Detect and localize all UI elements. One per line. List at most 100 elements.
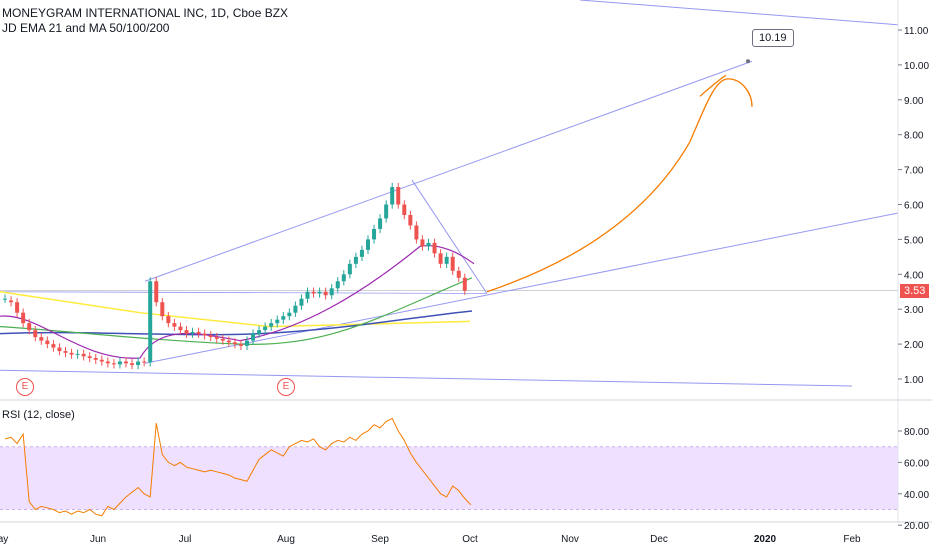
candle-body[interactable] [184, 330, 189, 334]
candle-body[interactable] [160, 302, 165, 317]
rsi-line[interactable] [4, 417, 472, 517]
price-tick-label: 2.00 [904, 340, 924, 351]
candle-body[interactable] [323, 291, 328, 296]
candle-body[interactable] [27, 323, 32, 331]
candle-body[interactable] [81, 353, 86, 357]
candle-body[interactable] [329, 288, 334, 296]
candle-body[interactable] [281, 316, 286, 320]
candle-body[interactable] [305, 291, 310, 299]
candle-body[interactable] [75, 353, 80, 355]
candle-body[interactable] [15, 302, 20, 313]
candle-body[interactable] [99, 359, 104, 362]
candle-body[interactable] [335, 281, 340, 289]
candle-body[interactable] [130, 363, 135, 366]
price-tick-label: 6.00 [904, 201, 924, 212]
candle-body[interactable] [136, 361, 141, 366]
candle-body[interactable] [420, 239, 425, 247]
candle-body[interactable] [372, 228, 377, 240]
time-tick-label: ay [0, 534, 8, 545]
chart-title: MONEYGRAM INTERNATIONAL INC, 1D, Cboe BZ… [2, 6, 289, 20]
support-trendline[interactable] [0, 369, 853, 387]
candle-body[interactable] [226, 340, 231, 343]
candle-body[interactable] [317, 291, 322, 294]
candle-body[interactable] [462, 277, 467, 291]
candle-body[interactable] [117, 361, 122, 365]
candle-body[interactable] [196, 331, 201, 334]
candle-body[interactable] [166, 316, 171, 324]
price-tick-label: 9.00 [904, 96, 924, 107]
candle-body[interactable] [408, 214, 413, 226]
candle-body[interactable] [63, 351, 68, 353]
candle-body[interactable] [275, 319, 280, 324]
falling-trendline[interactable] [411, 179, 488, 294]
candle-body[interactable] [456, 270, 461, 278]
candle-body[interactable] [311, 291, 316, 294]
candle-body[interactable] [148, 281, 153, 363]
candle-body[interactable] [3, 298, 7, 300]
candle-body[interactable] [414, 225, 419, 240]
candle-body[interactable] [57, 347, 62, 352]
horizontal-resistance-line[interactable] [0, 291, 488, 294]
candle-body[interactable] [208, 335, 213, 338]
lower-channel-trendline[interactable] [144, 205, 932, 364]
candle-body[interactable] [87, 356, 92, 359]
candle-body[interactable] [9, 300, 14, 303]
candle-body[interactable] [51, 344, 56, 348]
top-trendline[interactable] [579, 0, 899, 26]
earnings-marker-1[interactable]: E [16, 378, 34, 396]
candle-body[interactable] [245, 340, 249, 346]
candle-body[interactable] [402, 204, 407, 215]
candle-body[interactable] [154, 281, 159, 303]
upper-channel-trendline[interactable] [144, 60, 753, 282]
candle-body[interactable] [232, 342, 237, 345]
candle-body[interactable] [269, 323, 274, 327]
candle-body[interactable] [390, 187, 395, 205]
candle-body[interactable] [178, 326, 183, 331]
target-price-callout[interactable]: 10.19 [752, 29, 794, 47]
candle-body[interactable] [202, 333, 207, 336]
candle-body[interactable] [251, 333, 256, 341]
candle-body[interactable] [384, 204, 389, 219]
rsi-tick-label: 60.00 [904, 458, 929, 469]
candle-body[interactable] [105, 361, 110, 364]
candle-body[interactable] [214, 337, 219, 339]
last-price-badge: 3.53 [900, 284, 930, 298]
candle-body[interactable] [33, 330, 38, 338]
candle-body[interactable] [263, 326, 268, 331]
candle-body[interactable] [39, 337, 44, 341]
price-projection-curve[interactable] [486, 78, 753, 293]
time-tick-label: Jul [179, 534, 192, 545]
candle-body[interactable] [124, 361, 128, 364]
candle-body[interactable] [172, 323, 177, 327]
candle-body[interactable] [426, 242, 431, 247]
candle-body[interactable] [450, 256, 455, 271]
candle-body[interactable] [111, 363, 116, 365]
candle-body[interactable] [220, 338, 225, 341]
candle-body[interactable] [190, 331, 195, 334]
candle-body[interactable] [353, 256, 358, 264]
candle-body[interactable] [45, 340, 50, 345]
candle-body[interactable] [238, 344, 243, 346]
candle-body[interactable] [396, 187, 401, 205]
candle-body[interactable] [93, 358, 98, 360]
candle-body[interactable] [341, 274, 346, 282]
candle-body[interactable] [142, 361, 147, 363]
candle-body[interactable] [69, 352, 74, 355]
candle-body[interactable] [293, 305, 298, 313]
candle-body[interactable] [21, 312, 26, 324]
candle-body[interactable] [444, 256, 449, 264]
candle-body[interactable] [359, 249, 364, 257]
candle-body[interactable] [438, 253, 443, 264]
candle-body[interactable] [287, 312, 292, 317]
rsi-pane[interactable] [0, 417, 898, 517]
price-pane[interactable] [0, 0, 932, 387]
candle-body[interactable] [347, 263, 352, 275]
time-tick-label: Sep [371, 534, 389, 545]
earnings-marker-2[interactable]: E [277, 378, 295, 396]
candle-body[interactable] [299, 298, 304, 306]
candle-body[interactable] [257, 330, 262, 334]
candle-body[interactable] [378, 218, 383, 229]
candle-body[interactable] [432, 242, 437, 254]
candle-body[interactable] [366, 239, 370, 250]
